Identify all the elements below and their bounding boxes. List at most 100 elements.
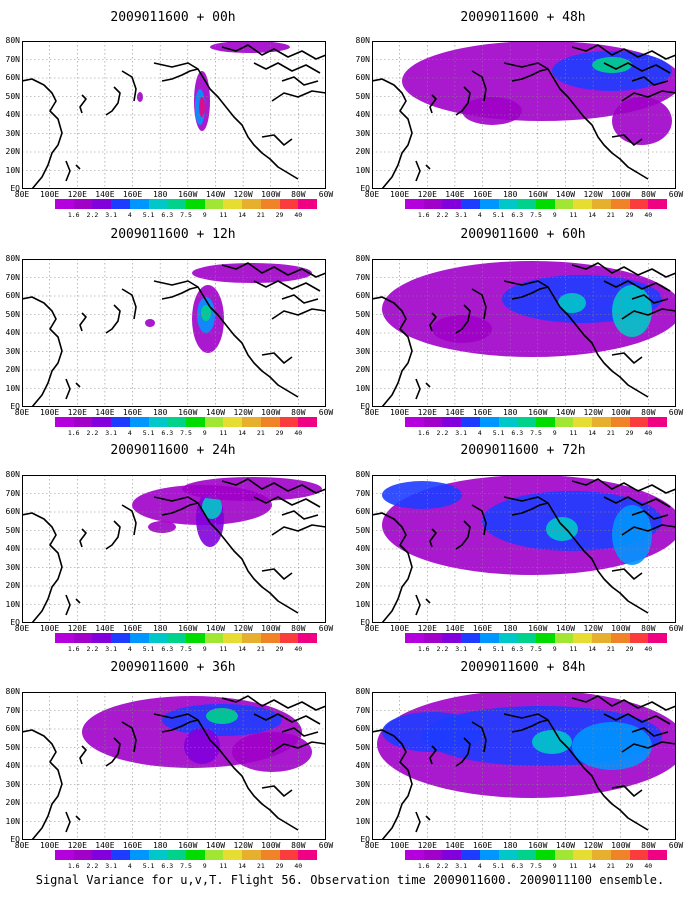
map-svg xyxy=(372,692,676,840)
map-svg xyxy=(22,475,326,623)
coastline xyxy=(153,280,299,398)
colorbar-label: 40 xyxy=(294,429,303,437)
colorbar-swatch xyxy=(442,199,462,209)
colorbar-label: 7.5 xyxy=(530,429,542,437)
coastline xyxy=(621,308,676,320)
colorbar-swatch xyxy=(648,417,668,427)
coastline xyxy=(471,504,487,536)
lat-label: 70N xyxy=(5,54,20,64)
lat-label: 80N xyxy=(5,254,20,263)
coastline xyxy=(631,510,669,520)
coastline xyxy=(611,134,643,146)
lat-label: 80N xyxy=(355,36,370,45)
lon-label: 140W xyxy=(555,841,576,850)
lat-label: 20N xyxy=(355,147,370,156)
lon-label: 160E xyxy=(472,841,493,850)
coastline xyxy=(281,76,319,86)
lat-label: 30N xyxy=(355,346,370,356)
colorbar-label: 5.1 xyxy=(142,211,155,219)
colorbar xyxy=(405,417,668,427)
lat-label: 20N xyxy=(5,581,20,590)
colorbar-label: 1.6 xyxy=(417,645,430,653)
lat-label: EQ xyxy=(10,184,20,193)
lon-label: 80E xyxy=(14,190,30,199)
lon-label: 80E xyxy=(14,624,30,633)
colorbar-label: 1.6 xyxy=(67,429,80,437)
colorbar-label: 21 xyxy=(256,211,265,219)
colorbar-label: 40 xyxy=(294,862,303,870)
colorbar-swatch xyxy=(423,199,443,209)
coastline xyxy=(511,286,549,300)
lat-label: 50N xyxy=(355,525,370,535)
colorbar-label: 2.2 xyxy=(436,862,449,870)
coastline xyxy=(415,160,421,182)
variance-plume xyxy=(182,477,322,501)
variance-plume xyxy=(462,97,522,125)
colorbar-label: 29 xyxy=(275,862,284,870)
lat-label: 10N xyxy=(5,165,20,175)
lon-label: 80W xyxy=(641,408,656,417)
lon-label: 80W xyxy=(641,624,656,633)
colorbar-label: 11 xyxy=(569,429,578,437)
lat-label: 50N xyxy=(5,742,20,752)
colorbar-label: 3.1 xyxy=(455,211,468,219)
coastline xyxy=(429,528,437,548)
coastline xyxy=(471,288,487,320)
lon-label: 160W xyxy=(528,841,548,850)
lat-label: 80N xyxy=(355,470,370,479)
lon-label: 160W xyxy=(528,190,548,199)
colorbar-label: 7.5 xyxy=(180,211,192,219)
colorbar-swatch xyxy=(129,850,149,860)
lon-label: 60W xyxy=(318,190,334,199)
colorbar-label: 11 xyxy=(219,862,228,870)
lat-label: 10N xyxy=(355,599,370,609)
coastline xyxy=(121,70,137,102)
lon-label: 60W xyxy=(668,190,684,199)
lat-label: 60N xyxy=(355,724,370,733)
colorbar-swatch xyxy=(111,850,130,860)
lat-label: 70N xyxy=(5,488,20,498)
colorbar-swatch xyxy=(554,417,574,427)
lat-label: 10N xyxy=(355,165,370,175)
colorbar-swatch xyxy=(442,417,462,427)
colorbar-swatch xyxy=(405,199,424,209)
lat-label: EQ xyxy=(360,402,370,411)
coastline xyxy=(221,262,326,278)
colorbar-label: 11 xyxy=(219,645,228,653)
lon-label: 100E xyxy=(389,190,410,199)
lat-label: 30N xyxy=(5,562,20,572)
lon-label: 80E xyxy=(364,624,380,633)
coastline xyxy=(271,741,326,753)
lat-label: 10N xyxy=(355,383,370,393)
colorbar-swatch xyxy=(479,850,499,860)
coastline xyxy=(261,785,293,797)
lat-label: 20N xyxy=(355,365,370,374)
colorbar-label: 29 xyxy=(625,429,634,437)
colorbar-swatch xyxy=(298,633,318,643)
coastline xyxy=(415,811,421,833)
lon-label: 100E xyxy=(39,190,60,199)
colorbar-label: 6.3 xyxy=(511,645,524,653)
colorbar-swatch xyxy=(223,850,243,860)
colorbar-swatch xyxy=(129,633,149,643)
lat-label: EQ xyxy=(10,618,20,627)
colorbar-label: 14 xyxy=(588,645,597,653)
lat-label: EQ xyxy=(360,618,370,627)
lat-label: 30N xyxy=(355,128,370,138)
colorbar-label: 14 xyxy=(588,211,597,219)
colorbar-swatch xyxy=(610,199,630,209)
lon-label: 60W xyxy=(318,841,334,850)
lon-label: 140E xyxy=(445,624,465,633)
colorbar-swatch xyxy=(442,633,462,643)
colorbar-swatch xyxy=(242,199,261,209)
coastline xyxy=(631,727,669,737)
lon-label: 100E xyxy=(389,408,410,417)
variance-plume xyxy=(612,97,672,145)
lon-label: 160E xyxy=(472,624,493,633)
colorbar-swatch xyxy=(260,850,280,860)
panel-title: 2009011600 + 12h xyxy=(110,227,236,242)
colorbar-label: 21 xyxy=(256,429,265,437)
colorbar-swatch xyxy=(279,199,299,209)
colorbar-label: 3.1 xyxy=(105,211,118,219)
coastline xyxy=(503,713,649,831)
